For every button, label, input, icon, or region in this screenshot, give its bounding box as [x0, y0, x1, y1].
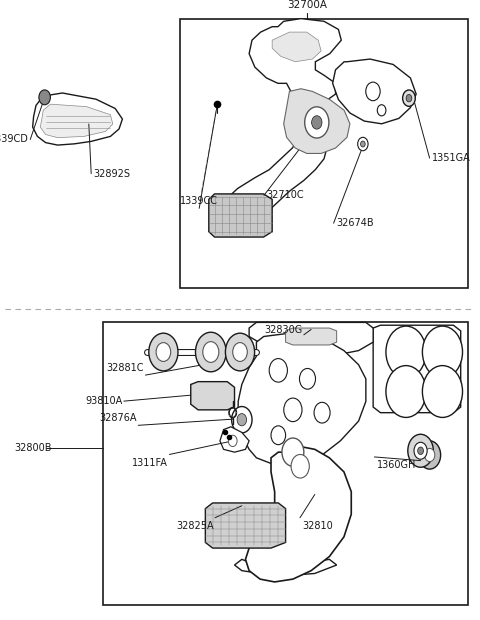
Polygon shape	[209, 194, 272, 237]
Polygon shape	[286, 328, 336, 345]
Polygon shape	[373, 326, 461, 413]
Circle shape	[233, 343, 247, 361]
Text: 93810A: 93810A	[85, 396, 122, 406]
Circle shape	[305, 107, 329, 138]
Circle shape	[300, 368, 315, 389]
Circle shape	[360, 141, 365, 147]
Polygon shape	[40, 104, 113, 138]
Circle shape	[269, 358, 288, 382]
Circle shape	[419, 441, 441, 469]
Text: 32892S: 32892S	[94, 169, 131, 179]
Circle shape	[418, 447, 423, 454]
Text: 1339CD: 1339CD	[0, 135, 29, 144]
Text: 32710C: 32710C	[266, 190, 304, 200]
Text: 32800B: 32800B	[14, 443, 52, 453]
Polygon shape	[191, 382, 235, 410]
Polygon shape	[333, 59, 416, 124]
Circle shape	[271, 426, 286, 445]
Circle shape	[232, 407, 252, 433]
Polygon shape	[238, 334, 366, 466]
Circle shape	[291, 454, 309, 478]
Circle shape	[312, 116, 322, 129]
Text: 32876A: 32876A	[99, 414, 137, 423]
Circle shape	[237, 414, 247, 426]
Polygon shape	[220, 427, 249, 452]
Circle shape	[422, 366, 463, 417]
Text: 1339CC: 1339CC	[180, 196, 218, 206]
Text: 1351GA: 1351GA	[432, 153, 471, 163]
Circle shape	[282, 438, 304, 466]
Circle shape	[149, 333, 178, 371]
Text: 32810: 32810	[302, 521, 333, 531]
Text: 32700A: 32700A	[287, 0, 327, 10]
Text: 1311FA: 1311FA	[132, 458, 168, 467]
Text: 32825A: 32825A	[176, 521, 214, 531]
Circle shape	[386, 366, 426, 417]
Bar	[180, 19, 468, 288]
Circle shape	[366, 82, 380, 100]
Circle shape	[358, 137, 368, 151]
Polygon shape	[245, 446, 351, 582]
Circle shape	[425, 448, 435, 461]
Polygon shape	[284, 89, 350, 153]
Bar	[103, 322, 468, 604]
Circle shape	[377, 105, 386, 116]
Circle shape	[156, 343, 171, 361]
Text: 32881C: 32881C	[107, 363, 144, 373]
Circle shape	[39, 90, 50, 105]
Text: 32674B: 32674B	[336, 218, 373, 228]
Polygon shape	[249, 322, 373, 356]
Circle shape	[414, 442, 427, 459]
Circle shape	[386, 326, 426, 378]
Circle shape	[203, 342, 219, 362]
Circle shape	[226, 333, 254, 371]
Circle shape	[228, 435, 237, 446]
Circle shape	[422, 326, 463, 378]
Circle shape	[403, 90, 415, 107]
Polygon shape	[249, 19, 341, 105]
Polygon shape	[33, 93, 122, 145]
Circle shape	[195, 332, 226, 372]
Polygon shape	[223, 94, 327, 229]
Text: 1360GH: 1360GH	[377, 460, 416, 470]
Circle shape	[408, 434, 433, 467]
Circle shape	[284, 398, 302, 422]
Text: 32830G: 32830G	[264, 325, 302, 335]
Circle shape	[314, 402, 330, 423]
Circle shape	[406, 94, 412, 102]
Polygon shape	[235, 559, 336, 577]
Polygon shape	[205, 503, 286, 548]
Polygon shape	[272, 32, 321, 62]
